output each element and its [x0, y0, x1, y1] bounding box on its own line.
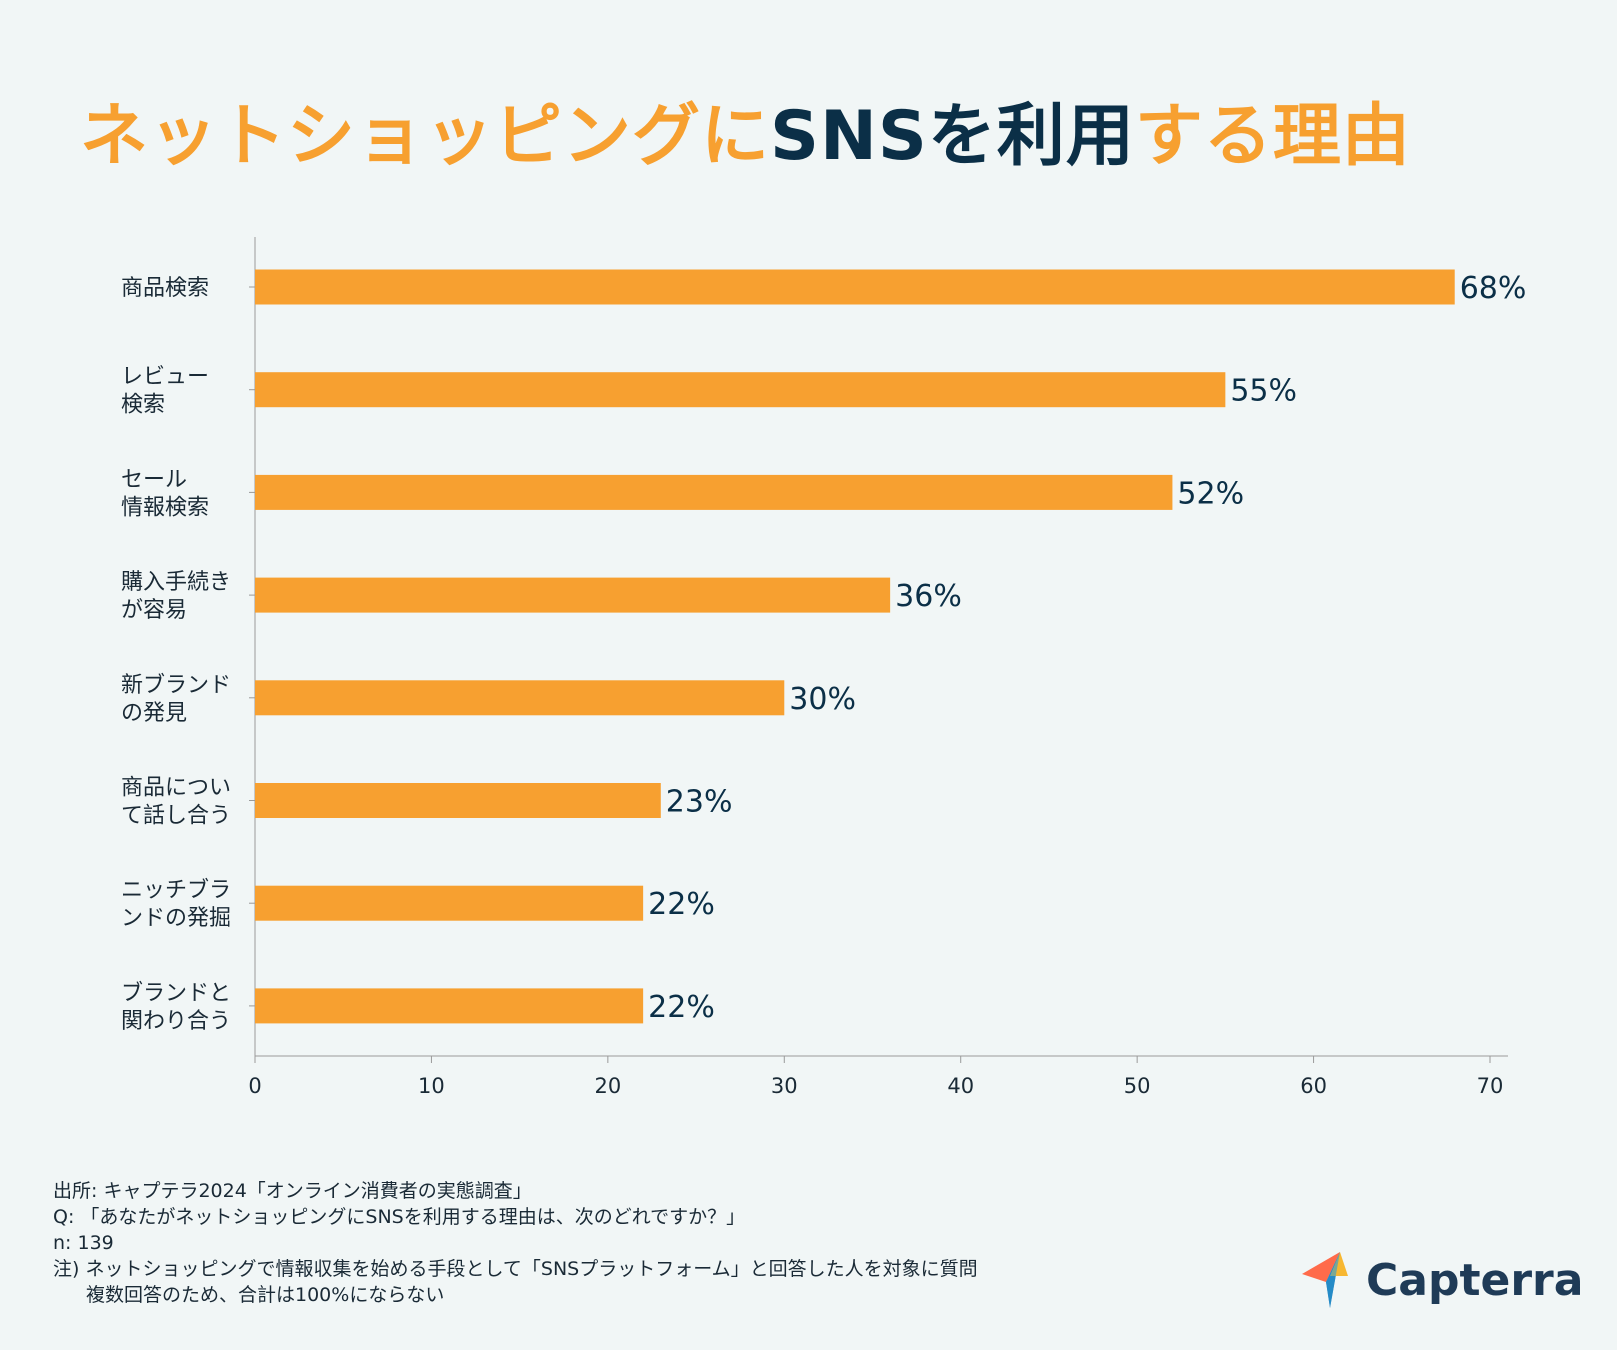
category-label: 新ブランドの発見	[121, 673, 231, 726]
bar	[255, 577, 891, 613]
bar	[255, 783, 661, 818]
category-label: ブランドと関わり合う	[121, 981, 231, 1034]
bar	[255, 988, 644, 1024]
x-tick-label: 50	[1124, 1074, 1151, 1098]
category-label: ニッチブランドの発掘	[121, 878, 231, 931]
category-label-line: セール	[121, 467, 187, 492]
category-label-line: 関わり合う	[121, 1009, 231, 1034]
footer-notes: 出所: キャプテラ2024「オンライン消費者の実態調査」 Q: 「あなたがネット…	[53, 1178, 978, 1308]
category-label: セール情報検索	[121, 467, 209, 520]
footer-source: 出所: キャプテラ2024「オンライン消費者の実態調査」	[53, 1180, 532, 1202]
category-label-line: が容易	[121, 598, 187, 623]
bar-value-label: 23%	[666, 785, 733, 820]
x-tick-label: 70	[1477, 1074, 1504, 1098]
category-label-line: 商品検索	[121, 276, 209, 301]
bar-value-label: 36%	[895, 579, 962, 614]
x-tick-label: 20	[594, 1074, 621, 1098]
category-label-line: ブランドと	[121, 981, 231, 1006]
x-tick-label: 0	[248, 1074, 261, 1098]
logo-text: Capterra	[1366, 1254, 1584, 1306]
x-tick-label: 60	[1300, 1074, 1327, 1098]
title-part-1: ネットショッピングに	[80, 97, 771, 176]
category-label-line: 商品につい	[121, 776, 231, 801]
bar	[255, 269, 1455, 305]
category-label-line: 検索	[121, 393, 165, 418]
category-label-line: て話し合う	[121, 804, 231, 829]
x-tick-label: 30	[771, 1074, 798, 1098]
chart-title: ネットショッピングにSNSを利用する理由	[80, 80, 1411, 179]
bar	[255, 372, 1226, 408]
bar-chart: 0 10 20 30 40 50 60 70 68% 商品検索 55% レビュー検索 52% セール情報検…	[121, 237, 1527, 1098]
footer-note-1: 注) ネットショッピングで情報収集を始める手段として「SNSプラットフォーム」と…	[53, 1258, 978, 1280]
bar	[255, 680, 785, 716]
category-label-line: の発見	[121, 701, 187, 726]
category-label-line: 新ブランド	[121, 673, 231, 698]
bar-value-label: 22%	[648, 990, 715, 1025]
bar-value-label: 55%	[1230, 374, 1297, 409]
category-label: レビュー検索	[121, 365, 209, 418]
category-label-line: ニッチブラ	[121, 878, 231, 903]
category-label-line: 購入手続き	[121, 570, 231, 595]
footer-question: Q: 「あなたがネットショッピングにSNSを利用する理由は、次のどれですか？」	[53, 1206, 746, 1228]
capterra-arrow-icon	[1302, 1252, 1348, 1308]
bar-value-label: 22%	[648, 887, 715, 922]
title-part-3: する理由	[1134, 97, 1411, 176]
footer-note-2: 複数回答のため、合計は100%にならない	[86, 1284, 445, 1306]
category-label: 商品検索	[121, 276, 209, 301]
capterra-logo: Capterra	[1300, 1252, 1583, 1308]
x-tick-label: 40	[947, 1074, 974, 1098]
title-part-2: SNSを利用	[770, 97, 1135, 176]
category-label-line: ンドの発掘	[121, 906, 231, 931]
x-tick-label: 10	[418, 1074, 445, 1098]
bar	[255, 474, 1173, 510]
category-label: 購入手続きが容易	[121, 570, 231, 623]
bar-value-label: 52%	[1177, 476, 1244, 511]
bar-value-label: 30%	[789, 682, 856, 717]
category-label-line: 情報検索	[121, 495, 209, 520]
category-label-line: レビュー	[121, 365, 209, 390]
footer-sample-size: n: 139	[53, 1232, 114, 1254]
bar	[255, 885, 644, 921]
bar-value-label: 68%	[1460, 271, 1527, 306]
category-label: 商品について話し合う	[121, 776, 231, 829]
